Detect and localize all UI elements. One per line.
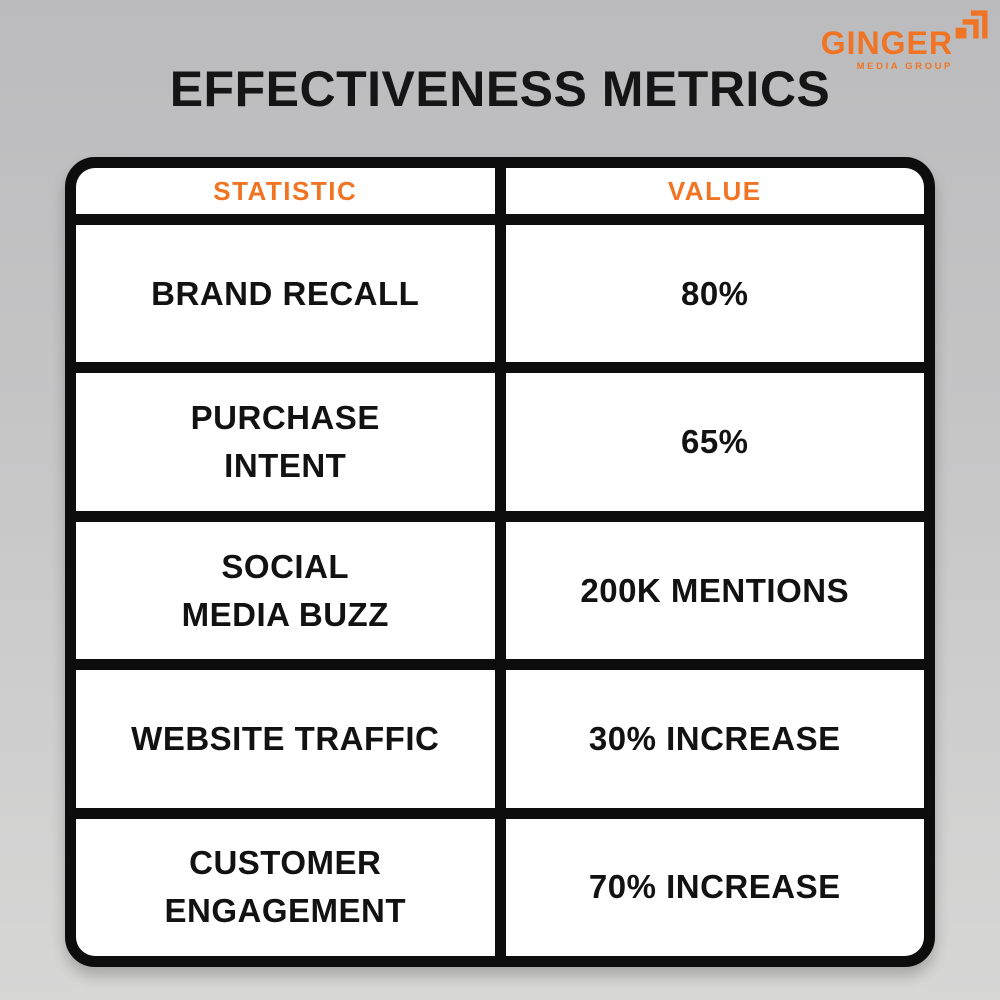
brand-logo: GINGER MEDIA GROUP: [821, 8, 988, 72]
brand-name: GINGER: [820, 25, 953, 61]
brand-logo-top: GINGER: [821, 8, 988, 59]
table-row: PURCHASE INTENT 65%: [76, 362, 924, 511]
value-cell: 200K MENTIONS: [494, 521, 924, 660]
table-row: WEBSITE TRAFFIC 30% INCREASE: [76, 659, 924, 808]
value-cell: 80%: [494, 225, 924, 363]
effectiveness-metrics-table: STATISTIC VALUE BRAND RECALL 80% PURCHAS…: [65, 157, 935, 967]
table-header-row: STATISTIC VALUE: [76, 168, 924, 214]
table-row: CUSTOMER ENGAGEMENT 70% INCREASE: [76, 807, 924, 956]
value-cell: 65%: [494, 373, 924, 511]
stacked-corner-squares-icon: [955, 10, 988, 39]
statistic-cell: CUSTOMER ENGAGEMENT: [76, 818, 495, 956]
statistic-cell: BRAND RECALL: [76, 225, 495, 363]
statistic-cell: SOCIAL MEDIA BUZZ: [76, 521, 495, 660]
value-cell: 70% INCREASE: [494, 818, 924, 956]
statistic-cell: WEBSITE TRAFFIC: [76, 670, 495, 808]
table-row: BRAND RECALL 80%: [76, 214, 924, 363]
statistic-cell: PURCHASE INTENT: [76, 373, 495, 511]
page-title: EFFECTIVENESS METRICS: [169, 61, 831, 117]
value-cell: 30% INCREASE: [494, 670, 924, 808]
brand-subtitle: MEDIA GROUP: [856, 61, 953, 72]
table-row: SOCIAL MEDIA BUZZ 200K MENTIONS: [76, 510, 924, 660]
column-header-value: VALUE: [494, 168, 924, 214]
column-header-statistic: STATISTIC: [76, 168, 495, 214]
